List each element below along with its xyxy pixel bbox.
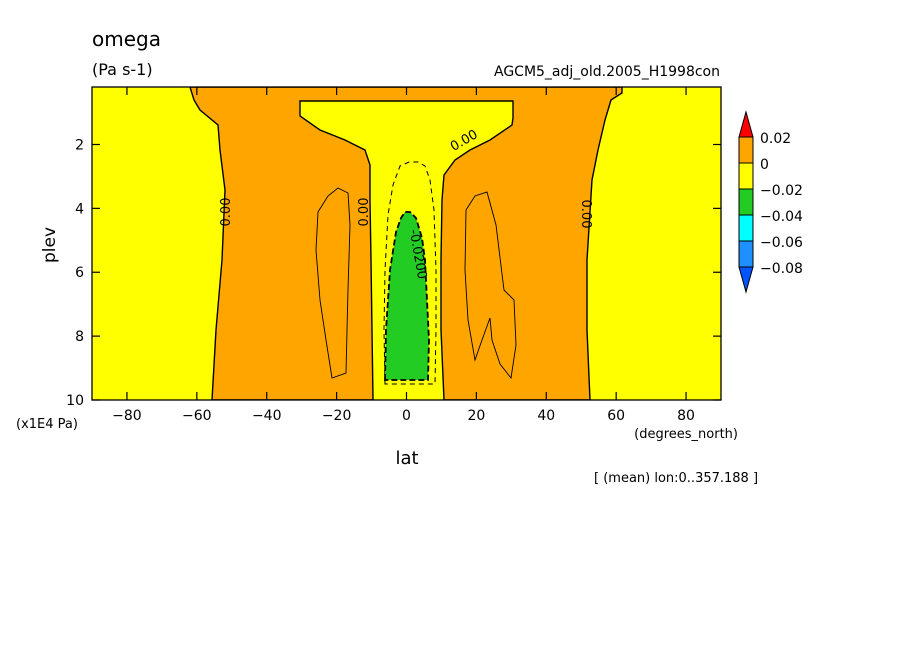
x-tick-label: 80: [677, 408, 695, 424]
footnote: [ (mean) lon:0..357.188 ]: [594, 471, 758, 486]
chart-units: (Pa s-1): [92, 60, 153, 79]
contour-field: 0.00 0.00 0.00 0.00 -0.0200: [92, 87, 721, 400]
y-tick-label: 4: [75, 201, 84, 217]
colorbar-swatch: [738, 162, 754, 190]
x-tick-label: −60: [182, 408, 212, 424]
y-axis-label: plev: [40, 227, 60, 263]
colorbar-label: −0.06: [760, 235, 803, 251]
contour-right: [464, 191, 517, 380]
x-tick-label: −20: [322, 408, 352, 424]
negative-region: [384, 211, 430, 381]
x-axis-units: (degrees_north): [634, 427, 738, 442]
y-axis: 2 4 6 8 10: [66, 137, 721, 409]
colorbar-swatch: [738, 240, 754, 268]
chart-title: omega: [92, 27, 161, 51]
y-tick-label: 2: [75, 137, 84, 153]
contour-label: 0.00: [357, 198, 372, 227]
colorbar-swatch: [738, 136, 754, 164]
colorbar-label: 0.02: [760, 131, 791, 147]
dashed-contour-outer: [383, 161, 437, 385]
colorbar-swatch: [738, 110, 754, 138]
colorbar-label: 0: [760, 157, 769, 173]
contour-left: [315, 187, 351, 379]
colorbar-swatch: [738, 188, 754, 216]
y-tick-label: 10: [66, 393, 84, 409]
colorbar-label: −0.04: [760, 209, 803, 225]
y-tick-label: 8: [75, 329, 84, 345]
y-tick-label: 6: [75, 265, 84, 281]
colorbar-label: −0.02: [760, 183, 803, 199]
x-tick-label: 60: [607, 408, 625, 424]
contour-label: 0.00: [578, 200, 593, 229]
x-axis: −80 −60 −40 −20 0 20 40 60 80: [112, 87, 695, 424]
x-tick-label: 0: [402, 408, 411, 424]
dataset-label: AGCM5_adj_old.2005_H1998con: [494, 64, 720, 80]
y-axis-units: (x1E4 Pa): [16, 417, 78, 432]
x-axis-label: lat: [395, 448, 418, 469]
colorbar-label: −0.08: [760, 261, 803, 277]
x-tick-label: 20: [467, 408, 485, 424]
x-tick-label: −80: [112, 408, 142, 424]
contour-label: 0.00: [219, 198, 234, 227]
colorbar: 0.02 0 −0.02 −0.04 −0.06 −0.08: [738, 110, 803, 294]
x-tick-label: 40: [537, 408, 555, 424]
colorbar-swatch: [738, 266, 754, 294]
positive-region: [189, 87, 623, 400]
x-tick-label: −40: [252, 408, 282, 424]
colorbar-swatch: [738, 214, 754, 242]
